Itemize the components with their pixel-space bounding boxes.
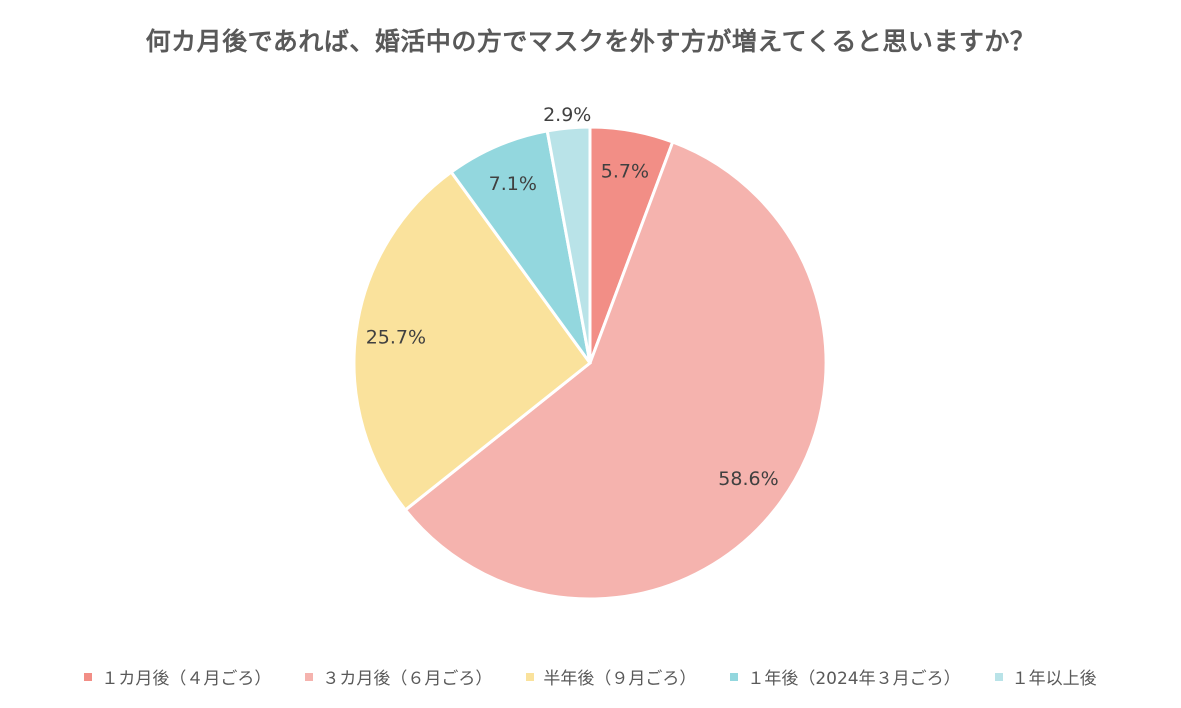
- pie-slice: [449, 129, 592, 364]
- pie-slice: [545, 125, 592, 364]
- legend-swatch: [526, 672, 535, 681]
- legend-label: １年後（2024年３月ごろ）: [747, 669, 961, 689]
- data-label: 25.7%: [366, 327, 426, 349]
- data-label: 2.9%: [543, 104, 591, 126]
- legend-item: ３カ月後（６月ごろ）: [305, 664, 492, 689]
- legend-swatch: [730, 672, 739, 681]
- pie-slice: [352, 169, 593, 513]
- legend: １カ月後（４月ごろ） ３カ月後（６月ごろ） 半年後（９月ごろ） １年後（2024年３月…: [0, 664, 1181, 689]
- legend-label: １カ月後（４月ごろ）: [101, 669, 272, 689]
- legend-item: １カ月後（４月ごろ）: [84, 664, 271, 689]
- legend-label: 半年後（９月ごろ）: [543, 669, 697, 689]
- legend-swatch: [994, 672, 1003, 681]
- pie-chart: 5.7% 58.6% 25.7% 7.1% 2.9%: [352, 104, 828, 601]
- pie-slice: [403, 140, 828, 601]
- legend-item: １年以上後: [994, 664, 1097, 689]
- legend-label: １年以上後: [1011, 669, 1097, 689]
- data-label: 7.1%: [489, 173, 537, 195]
- legend-swatch: [84, 672, 93, 681]
- legend-item: １年後（2024年３月ごろ）: [730, 664, 961, 689]
- data-label: 5.7%: [601, 160, 649, 182]
- legend-label: ３カ月後（６月ごろ）: [322, 669, 493, 689]
- data-label: 58.6%: [718, 468, 778, 490]
- legend-swatch: [305, 672, 314, 681]
- legend-item: 半年後（９月ごろ）: [526, 664, 696, 689]
- chart-title: 何カ月後であれば、婚活中の方でマスクを外す方が増えてくると思いますか？: [145, 27, 1036, 56]
